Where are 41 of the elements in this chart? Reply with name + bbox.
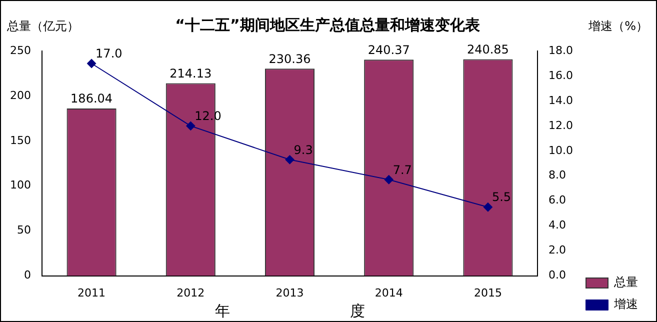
- y-tick-label: 0: [24, 268, 31, 282]
- x-tick-label: 2012: [176, 286, 205, 300]
- data-label: 7.7: [392, 162, 412, 177]
- x-tick-label: 2011: [78, 286, 106, 300]
- y-tick-label: 200: [10, 88, 31, 102]
- data-label: 214.13: [170, 66, 212, 80]
- data-label: 230.36: [268, 52, 311, 66]
- y-tick-label: 150: [10, 134, 31, 147]
- y2-tick-label: 0.0: [548, 268, 566, 282]
- y2-axis-title: 增速（%）: [588, 19, 648, 34]
- point: [186, 121, 196, 130]
- y-tick-label: 50: [16, 224, 31, 237]
- y2-tick-label: 2.0: [548, 244, 566, 257]
- y2-tick-label: 8.0: [548, 168, 566, 182]
- y2-tick-label: 10.0: [548, 144, 574, 157]
- data-label: 5.5: [492, 190, 512, 204]
- y2-tick-label: 14.0: [548, 94, 574, 107]
- chart-title: “十二五”期间地区生产总值总量和增速变化表: [175, 16, 481, 34]
- y2-tick-label: 18.0: [548, 44, 574, 57]
- x-axis-title: 年 度: [214, 302, 365, 320]
- y2-tick-label: 12.0: [548, 118, 574, 132]
- point: [384, 175, 394, 184]
- y2-tick-label: 16.0: [548, 68, 574, 82]
- x-tick-label: 2014: [374, 286, 403, 300]
- data-label: 9.3: [294, 142, 313, 157]
- point: [483, 202, 492, 212]
- data-label: 240.85: [466, 42, 509, 56]
- data-label: 240.37: [368, 42, 410, 57]
- y2-tick-label: 4.0: [548, 218, 566, 232]
- y2-tick-label: 6.0: [548, 194, 566, 207]
- y-tick-label: 100: [10, 178, 31, 192]
- y-tick-label: 250: [10, 44, 31, 57]
- legend-label: 增速: [613, 297, 638, 312]
- data-label: 186.04: [70, 92, 113, 106]
- data-label: 17.0: [96, 46, 122, 61]
- x-tick-label: 2015: [474, 286, 502, 300]
- point: [87, 58, 96, 68]
- x-tick-label: 2013: [276, 286, 304, 300]
- point: [285, 155, 294, 164]
- legend-label: 总量: [613, 275, 638, 290]
- y-axis-title: 总量（亿元）: [6, 19, 79, 34]
